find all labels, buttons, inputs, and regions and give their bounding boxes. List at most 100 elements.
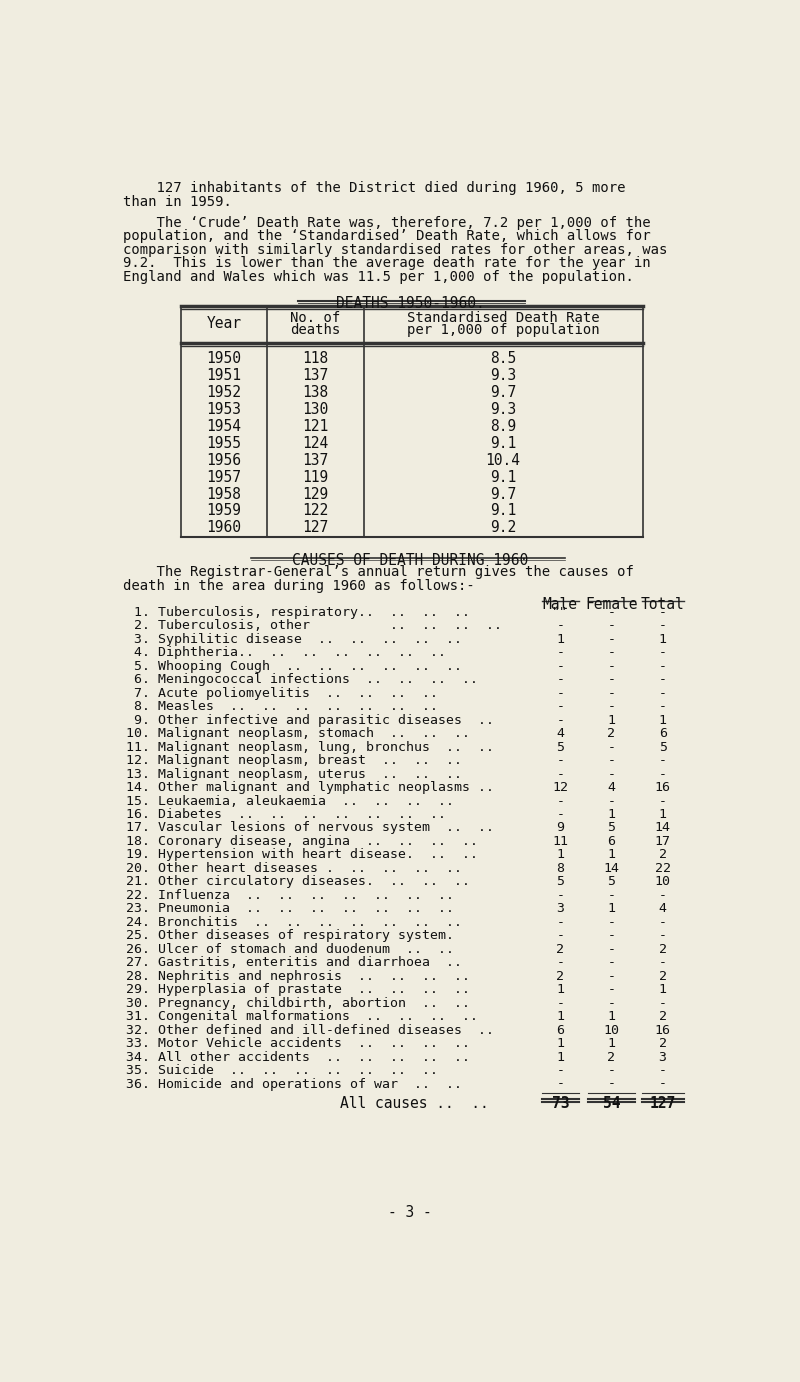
Text: 1: 1 (658, 633, 666, 645)
Text: 127: 127 (302, 521, 328, 535)
Text: 138: 138 (302, 386, 328, 399)
Text: 6: 6 (556, 1024, 564, 1036)
Text: -: - (607, 889, 615, 902)
Text: 73: 73 (552, 1096, 569, 1111)
Text: -: - (658, 673, 666, 687)
Text: -: - (556, 673, 564, 687)
Text: 5: 5 (607, 875, 615, 889)
Text: 1: 1 (556, 1050, 564, 1064)
Text: 1: 1 (607, 808, 615, 821)
Text: 8.9: 8.9 (490, 419, 516, 434)
Text: -: - (658, 929, 666, 943)
Text: -: - (607, 795, 615, 807)
Text: 2. Tuberculosis, other          ..  ..  ..  ..: 2. Tuberculosis, other .. .. .. .. (126, 619, 502, 633)
Text: -: - (658, 619, 666, 633)
Text: 1. Tuberculosis, respiratory..  ..  ..  ..: 1. Tuberculosis, respiratory.. .. .. .. (126, 605, 470, 619)
Text: 127: 127 (650, 1096, 676, 1111)
Text: -: - (658, 659, 666, 673)
Text: 122: 122 (302, 503, 328, 518)
Text: 8. Measles  ..  ..  ..  ..  ..  ..  ..: 8. Measles .. .. .. .. .. .. .. (126, 701, 438, 713)
Text: -: - (658, 916, 666, 929)
Text: 9.1: 9.1 (490, 470, 516, 485)
Text: 1: 1 (556, 849, 564, 861)
Text: -: - (607, 943, 615, 956)
Text: -: - (607, 767, 615, 781)
Text: -: - (658, 996, 666, 1010)
Text: -: - (556, 687, 564, 699)
Text: 27. Gastritis, enteritis and diarrhoea  ..: 27. Gastritis, enteritis and diarrhoea .… (126, 956, 462, 969)
Text: Year: Year (206, 315, 242, 330)
Text: 3: 3 (658, 1050, 666, 1064)
Text: 5. Whooping Cough  ..  ..  ..  ..  ..  ..: 5. Whooping Cough .. .. .. .. .. .. (126, 659, 462, 673)
Text: 1: 1 (556, 633, 564, 645)
Text: -: - (607, 633, 615, 645)
Text: -: - (556, 956, 564, 969)
Text: 1: 1 (658, 983, 666, 996)
Text: -: - (556, 647, 564, 659)
Text: -: - (556, 619, 564, 633)
Text: 11. Malignant neoplasm, lung, bronchus  ..  ..: 11. Malignant neoplasm, lung, bronchus .… (126, 741, 494, 753)
Text: 1: 1 (607, 1010, 615, 1023)
Text: -: - (556, 916, 564, 929)
Text: 5: 5 (556, 741, 564, 753)
Text: -: - (556, 659, 564, 673)
Text: The Registrar-General’s annual return gives the causes of: The Registrar-General’s annual return gi… (123, 565, 634, 579)
Text: 35. Suicide  ..  ..  ..  ..  ..  ..  ..: 35. Suicide .. .. .. .. .. .. .. (126, 1064, 438, 1077)
Text: 124: 124 (302, 435, 328, 451)
Text: -: - (658, 687, 666, 699)
Text: CAUSES OF DEATH DURING 1960: CAUSES OF DEATH DURING 1960 (292, 553, 528, 568)
Text: 16: 16 (654, 781, 670, 795)
Text: 6: 6 (607, 835, 615, 849)
Text: 2: 2 (658, 943, 666, 956)
Text: 9.7: 9.7 (490, 486, 516, 502)
Text: 16: 16 (654, 1024, 670, 1036)
Text: Standardised Death Rate: Standardised Death Rate (406, 311, 599, 325)
Text: -: - (607, 970, 615, 983)
Text: 14: 14 (654, 821, 670, 835)
Text: 24. Bronchitis  ..  ..  ..  ..  ..  ..  ..: 24. Bronchitis .. .. .. .. .. .. .. (126, 916, 462, 929)
Text: 127 inhabitants of the District died during 1960, 5 more: 127 inhabitants of the District died dur… (123, 181, 626, 195)
Text: -: - (607, 619, 615, 633)
Text: No. of: No. of (290, 311, 340, 325)
Text: 118: 118 (302, 351, 328, 366)
Text: 9.1: 9.1 (490, 503, 516, 518)
Text: -: - (607, 605, 615, 619)
Text: death in the area during 1960 as follows:-: death in the area during 1960 as follows… (123, 579, 475, 593)
Text: 29. Hyperplasia of prastate  ..  ..  ..  ..: 29. Hyperplasia of prastate .. .. .. .. (126, 983, 470, 996)
Text: 119: 119 (302, 470, 328, 485)
Text: -: - (607, 659, 615, 673)
Text: -: - (607, 701, 615, 713)
Text: 137: 137 (302, 453, 328, 467)
Text: 30. Pregnancy, childbirth, abortion  ..  ..: 30. Pregnancy, childbirth, abortion .. .… (126, 996, 470, 1010)
Text: -: - (556, 996, 564, 1010)
Text: 5: 5 (607, 821, 615, 835)
Text: The ‘Crude’ Death Rate was, therefore, 7.2 per 1,000 of the: The ‘Crude’ Death Rate was, therefore, 7… (123, 216, 651, 229)
Text: 1960: 1960 (206, 521, 242, 535)
Text: 5: 5 (556, 875, 564, 889)
Text: - 3 -: - 3 - (388, 1205, 432, 1220)
Text: 12. Malignant neoplasm, breast  ..  ..  ..: 12. Malignant neoplasm, breast .. .. .. (126, 755, 462, 767)
Text: 4: 4 (607, 781, 615, 795)
Text: 11: 11 (552, 835, 568, 849)
Text: 1: 1 (607, 902, 615, 915)
Text: -: - (556, 808, 564, 821)
Text: 10: 10 (654, 875, 670, 889)
Text: 10.4: 10.4 (486, 453, 521, 467)
Text: 1: 1 (607, 1036, 615, 1050)
Text: -: - (607, 929, 615, 943)
Text: 22. Influenza  ..  ..  ..  ..  ..  ..  ..: 22. Influenza .. .. .. .. .. .. .. (126, 889, 454, 902)
Text: 14: 14 (603, 862, 619, 875)
Text: -: - (658, 889, 666, 902)
Text: 33. Motor Vehicle accidents  ..  ..  ..  ..: 33. Motor Vehicle accidents .. .. .. .. (126, 1036, 470, 1050)
Text: DEATHS 1950-1960.: DEATHS 1950-1960. (336, 296, 484, 311)
Text: 1958: 1958 (206, 486, 242, 502)
Text: -: - (556, 767, 564, 781)
Text: -: - (607, 916, 615, 929)
Text: -: - (556, 713, 564, 727)
Text: 14. Other malignant and lymphatic neoplasms ..: 14. Other malignant and lymphatic neopla… (126, 781, 494, 795)
Text: 21. Other circulatory diseases.  ..  ..  ..: 21. Other circulatory diseases. .. .. .. (126, 875, 470, 889)
Text: 9.7: 9.7 (490, 386, 516, 399)
Text: 1: 1 (556, 1036, 564, 1050)
Text: 10. Malignant neoplasm, stomach  ..  ..  ..: 10. Malignant neoplasm, stomach .. .. .. (126, 727, 470, 741)
Text: -: - (607, 673, 615, 687)
